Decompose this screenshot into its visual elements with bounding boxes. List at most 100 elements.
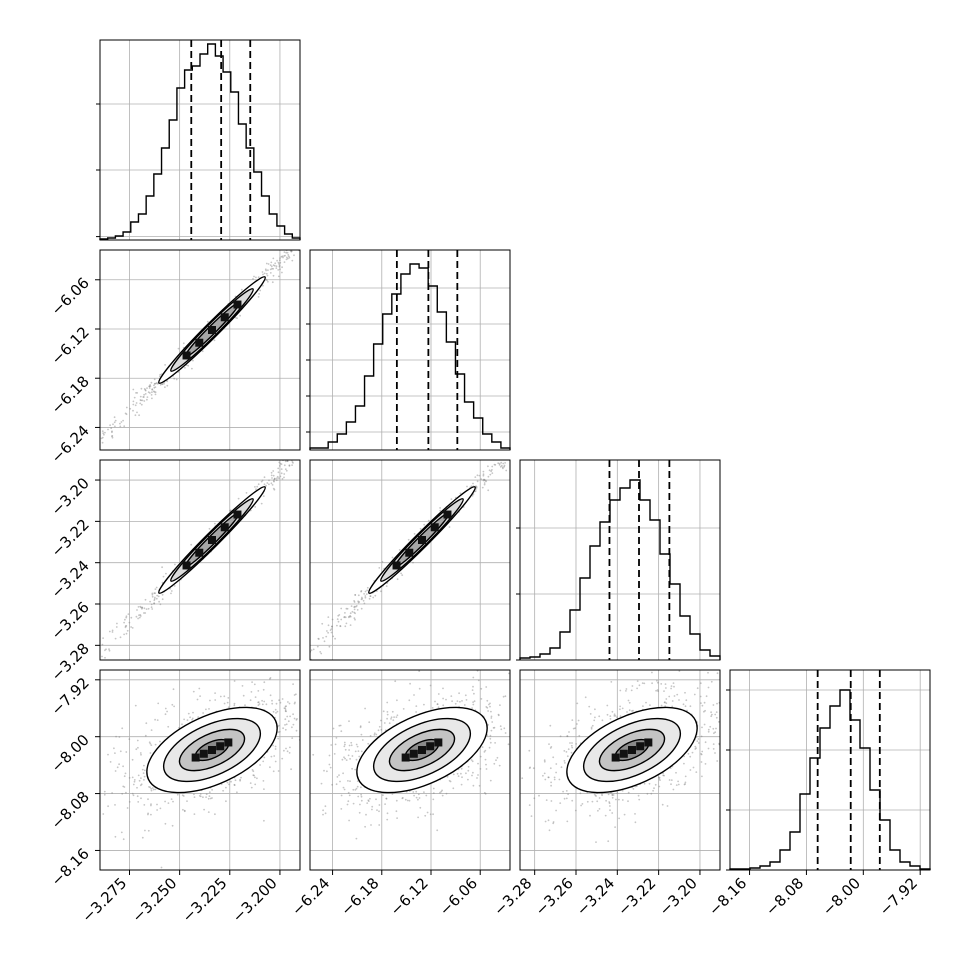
scatter-point <box>470 485 473 488</box>
scatter-point <box>626 711 628 713</box>
scatter-point <box>290 768 292 771</box>
panel-frame <box>519 669 721 871</box>
scatter-point <box>198 687 201 690</box>
density-core <box>409 749 418 758</box>
scatter-point <box>257 690 260 692</box>
scatter-point <box>339 625 342 627</box>
scatter-point <box>295 729 298 732</box>
scatter-point <box>311 434 313 436</box>
scatter-point <box>498 464 501 466</box>
scatter-point <box>157 702 160 705</box>
scatter-point <box>137 774 140 777</box>
scatter-point <box>619 715 622 718</box>
scatter-point <box>305 243 307 245</box>
scatter-point <box>333 686 335 688</box>
scatter-point <box>550 746 553 748</box>
scatter-point <box>205 796 208 798</box>
scatter-point <box>478 474 481 477</box>
scatter-point <box>406 799 409 802</box>
scatter-point <box>254 783 257 786</box>
density-core <box>220 313 229 322</box>
scatter-point <box>692 766 695 769</box>
scatter-point <box>305 662 307 664</box>
scatter-point <box>480 698 483 700</box>
scatter-point <box>270 755 273 758</box>
scatter-point <box>289 715 291 718</box>
scatter-point <box>284 468 287 471</box>
scatter-point <box>296 755 298 757</box>
scatter-point <box>333 209 335 211</box>
scatter-point <box>154 743 157 746</box>
scatter-point <box>306 434 308 436</box>
scatter-point <box>292 462 294 464</box>
scatter-point <box>354 191 356 193</box>
scatter-point <box>367 799 370 802</box>
scatter-point <box>308 231 310 233</box>
scatter-point <box>325 635 328 638</box>
scatter-point <box>318 441 320 443</box>
scatter-point <box>136 392 139 394</box>
scatter-point <box>308 777 310 779</box>
scatter-point <box>213 339 216 342</box>
scatter-point <box>463 704 466 706</box>
scatter-point <box>369 595 372 597</box>
scatter-point <box>423 791 425 793</box>
scatter-point <box>621 789 624 792</box>
scatter-point <box>528 804 531 806</box>
scatter-point <box>533 797 536 800</box>
scatter-point <box>114 419 117 422</box>
scatter-point <box>512 690 514 692</box>
scatter-point <box>281 698 284 700</box>
scatter-point <box>192 711 194 714</box>
pair-panel-2-1 <box>296 381 580 669</box>
scatter-point <box>697 742 700 744</box>
scatter-point <box>578 381 580 383</box>
scatter-point <box>301 238 303 240</box>
scatter-point <box>144 393 147 395</box>
scatter-point <box>704 763 707 765</box>
scatter-point <box>627 791 630 794</box>
scatter-point <box>122 419 124 422</box>
scatter-point <box>279 257 281 259</box>
scatter-point <box>442 704 445 707</box>
scatter-point <box>699 695 702 698</box>
scatter-point <box>323 640 326 643</box>
scatter-point <box>239 778 242 781</box>
scatter-point <box>291 461 294 463</box>
scatter-point <box>538 433 540 435</box>
scatter-point <box>136 795 139 798</box>
scatter-point <box>263 700 266 703</box>
scatter-point <box>296 667 298 669</box>
scatter-point <box>512 449 514 451</box>
scatter-point <box>627 800 629 803</box>
scatter-point <box>360 799 363 802</box>
scatter-point <box>658 776 661 779</box>
scatter-point <box>124 626 127 629</box>
scatter-point <box>203 808 206 811</box>
scatter-point <box>250 691 253 693</box>
scatter-point <box>299 454 301 456</box>
scatter-point <box>223 702 226 705</box>
scatter-point <box>94 453 96 455</box>
scatter-point <box>709 725 712 728</box>
scatter-point <box>308 438 310 440</box>
scatter-point <box>322 637 324 639</box>
scatter-point <box>552 756 555 759</box>
scatter-point <box>368 597 371 600</box>
scatter-point <box>136 411 138 414</box>
scatter-point <box>712 704 715 706</box>
scatter-point <box>356 609 359 611</box>
scatter-point <box>359 725 362 728</box>
scatter-point <box>567 748 570 751</box>
x-tick-label: −6.12 <box>387 874 432 919</box>
scatter-point <box>612 794 615 796</box>
scatter-point <box>643 682 646 685</box>
scatter-point <box>335 737 338 739</box>
scatter-point <box>313 442 315 444</box>
scatter-point <box>293 694 296 696</box>
scatter-point <box>472 701 474 703</box>
scatter-point <box>700 753 702 755</box>
scatter-point <box>607 793 610 796</box>
y-tick-label: −6.24 <box>48 422 93 467</box>
scatter-point <box>593 719 596 722</box>
